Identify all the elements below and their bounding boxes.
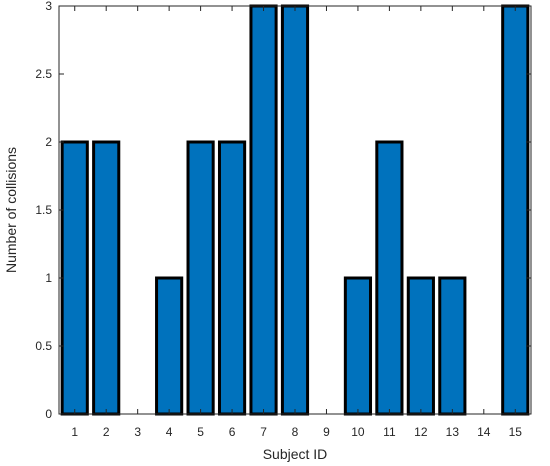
y-tick-label: 2.5	[35, 67, 52, 81]
bar-subject-13	[438, 276, 467, 416]
bar-subject-11	[375, 140, 404, 416]
x-axis-label: Subject ID	[263, 446, 328, 462]
y-tick-label: 1.5	[35, 203, 52, 217]
x-tick-label: 5	[197, 425, 204, 439]
x-tick-label: 4	[166, 425, 173, 439]
bar-subject-2	[92, 140, 121, 416]
y-tick-label: 1	[45, 271, 52, 285]
bar-subject-15	[501, 4, 530, 416]
bar-subject-10	[343, 276, 373, 416]
bar-subject-6	[217, 140, 247, 416]
x-tick-label: 3	[134, 425, 141, 439]
bar-subject-5	[186, 140, 215, 416]
x-tick-label: 12	[414, 425, 428, 439]
x-axis-ticks: 1 2 3 4 5 6 7 8 9 10 11 12 13 14 15	[71, 6, 522, 439]
x-tick-label: 6	[229, 425, 236, 439]
x-tick-label: 10	[351, 425, 365, 439]
x-tick-label: 8	[292, 425, 299, 439]
bar-subject-12	[406, 276, 435, 416]
y-axis-label: Number of collisions	[3, 147, 19, 273]
x-tick-label: 14	[477, 425, 491, 439]
x-tick-label: 13	[446, 425, 460, 439]
y-tick-label: 0.5	[35, 339, 52, 353]
bar-subject-7	[249, 4, 278, 416]
bar-subject-8	[280, 4, 310, 416]
x-tick-label: 1	[71, 425, 78, 439]
y-axis-ticks: 0 0.5 1 1.5 2 2.5 3	[35, 0, 531, 421]
x-tick-label: 15	[509, 425, 523, 439]
bar-subject-1	[60, 140, 89, 416]
x-tick-label: 9	[323, 425, 330, 439]
bar-subject-4	[155, 276, 184, 416]
y-tick-label: 0	[45, 407, 52, 421]
x-tick-label: 11	[383, 425, 396, 439]
x-tick-label: 2	[103, 425, 110, 439]
bars-layer	[60, 4, 530, 416]
y-tick-label: 2	[45, 135, 52, 149]
y-tick-label: 3	[45, 0, 52, 13]
x-tick-label: 7	[260, 425, 267, 439]
